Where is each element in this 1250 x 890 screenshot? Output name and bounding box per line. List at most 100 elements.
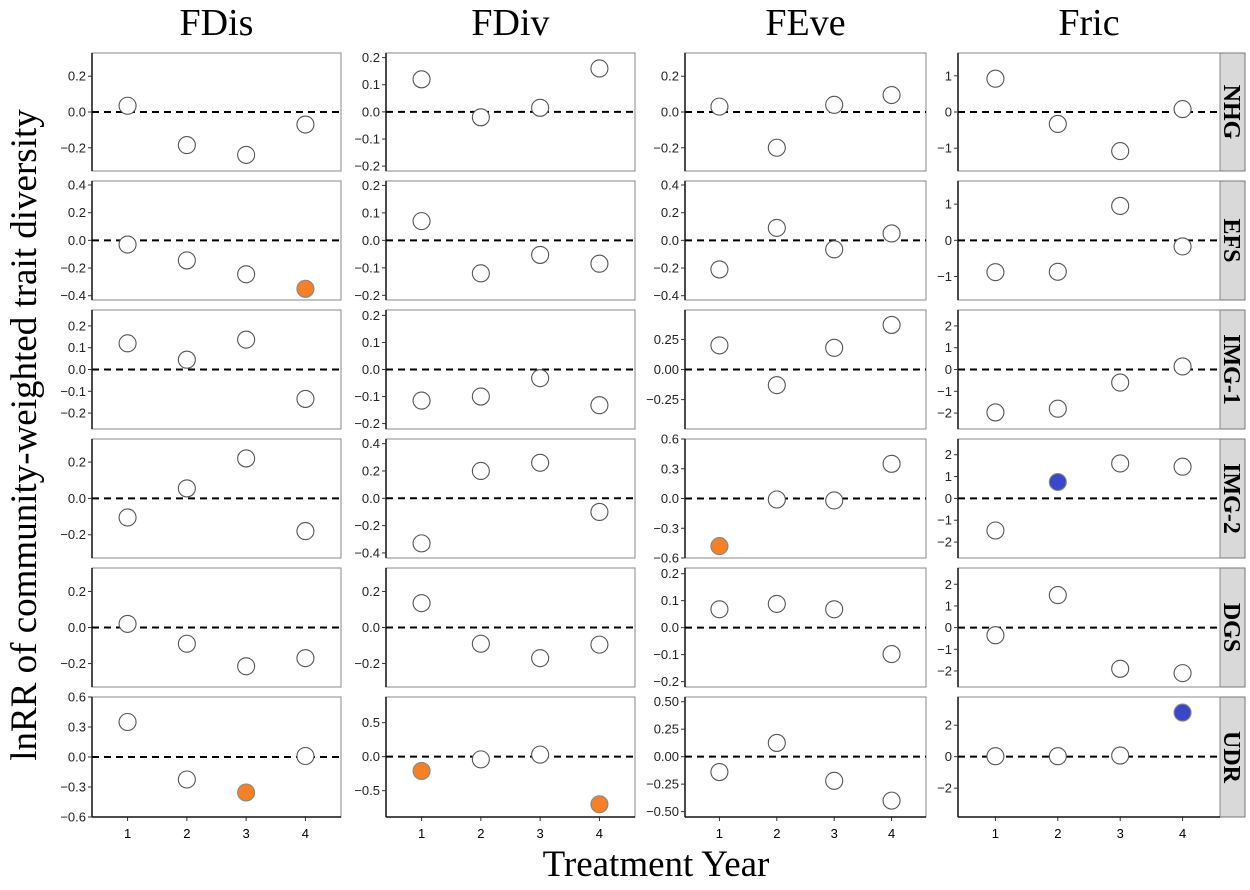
- data-point: [1173, 357, 1192, 376]
- data-point: [296, 115, 315, 134]
- y-tick-label: 0.4: [661, 178, 679, 193]
- data-point-significant-negative: [710, 537, 729, 556]
- data-point: [1111, 142, 1130, 161]
- y-tick-label: 0.0: [661, 491, 679, 506]
- y-tick-label: −0.1: [354, 260, 380, 275]
- data-point: [531, 369, 550, 388]
- data-point: [1048, 747, 1067, 766]
- y-tick-label: −1: [937, 642, 952, 657]
- y-tick-label: 2: [945, 447, 952, 462]
- data-point-significant-negative: [237, 783, 256, 802]
- facet-strip-label: EFS: [1218, 218, 1244, 262]
- y-tick-label: 1: [945, 197, 952, 212]
- y-tick-label: 0.0: [68, 362, 86, 377]
- panel-fdiv-efs: 0.2 0.1 0.0 −0.1 −0.2: [354, 178, 636, 303]
- y-tick-label: 0.4: [68, 178, 86, 193]
- y-tick-label: −2: [937, 535, 952, 550]
- data-point: [118, 334, 137, 353]
- y-tick-label: 0.2: [362, 463, 380, 478]
- panel-fdiv-dgs: 0.2 0.0 −0.2: [354, 567, 636, 688]
- facet-strip-label: UDR: [1218, 731, 1244, 784]
- column-title: Fric: [1058, 2, 1119, 44]
- data-point-significant-positive: [1173, 703, 1192, 722]
- panel-feve-nhg: 0.2 0.0 −0.2: [653, 52, 927, 172]
- panel-fric-img-2: 2 1 0 −1 −2: [937, 438, 1221, 559]
- y-tick-label: −0.4: [354, 545, 380, 560]
- y-tick-label: 0.00: [654, 362, 679, 377]
- data-point: [471, 461, 490, 481]
- y-tick-label: 0.0: [362, 233, 380, 248]
- facet-strip-label: NHG: [1218, 85, 1244, 140]
- y-tick-label: −0.5: [354, 783, 380, 798]
- y-tick-label: −0.1: [60, 384, 86, 399]
- x-tick-label: 3: [537, 826, 544, 841]
- panel-fric-dgs: 2 1 0 −1 −2: [937, 567, 1221, 688]
- column-title: FEve: [765, 2, 845, 44]
- data-point: [531, 453, 550, 472]
- data-point: [825, 95, 844, 114]
- y-tick-label: 0.4: [362, 436, 380, 451]
- column-title: FDiv: [471, 2, 549, 44]
- y-tick-label: −2: [937, 781, 952, 796]
- data-point: [296, 746, 315, 766]
- data-point: [1048, 399, 1067, 418]
- data-point: [412, 212, 431, 231]
- data-point: [767, 376, 786, 395]
- y-tick-label: −0.4: [653, 288, 679, 303]
- y-tick-label: 0.1: [68, 340, 86, 355]
- y-axis-title: lnRR of community-weighted trait diversi…: [4, 109, 45, 761]
- data-point: [471, 108, 490, 127]
- y-tick-label: −0.1: [354, 389, 380, 404]
- y-tick-label: −0.2: [60, 527, 86, 542]
- y-tick-label: −0.2: [354, 656, 380, 671]
- data-point: [882, 791, 901, 810]
- data-point: [1173, 457, 1192, 476]
- x-tick-label: 4: [596, 826, 603, 841]
- data-point: [177, 251, 196, 270]
- data-point: [531, 649, 550, 668]
- y-tick-label: −0.2: [354, 288, 380, 303]
- data-point: [767, 490, 786, 509]
- panel-fdiv-udr: 0.5 0.0 −0.5: [354, 696, 636, 818]
- data-point: [296, 649, 315, 668]
- x-tick-label: 3: [243, 826, 250, 841]
- y-tick-label: 2: [945, 718, 952, 733]
- y-tick-label: 0: [945, 620, 952, 635]
- x-tick-label: 4: [888, 826, 895, 841]
- y-tick-label: −0.50: [646, 804, 679, 819]
- data-point: [296, 522, 315, 541]
- x-tick-label: 2: [773, 826, 780, 841]
- data-point: [237, 330, 256, 349]
- y-tick-label: 2: [945, 318, 952, 333]
- y-tick-label: 0.2: [68, 69, 86, 84]
- data-point: [882, 315, 901, 334]
- data-point: [986, 747, 1005, 766]
- data-point: [710, 97, 729, 116]
- x-tick-label: 2: [1054, 826, 1061, 841]
- facet-strip: [1219, 696, 1246, 818]
- x-tick-label: 1: [418, 826, 425, 841]
- y-tick-label: −0.2: [354, 518, 380, 533]
- y-tick-label: −0.2: [653, 674, 679, 689]
- panel-fric-efs: 1 0 −1: [937, 180, 1221, 301]
- facet-strip: [1219, 52, 1246, 172]
- panel-fdiv-img-2: 0.4 0.2 0.0 −0.2 −0.4: [354, 436, 636, 560]
- y-tick-label: −1: [937, 513, 952, 528]
- y-tick-label: −0.1: [653, 647, 679, 662]
- data-point: [710, 336, 729, 355]
- y-tick-label: −1: [937, 141, 952, 156]
- y-tick-label: 1: [945, 68, 952, 83]
- data-point: [590, 635, 609, 654]
- data-point: [767, 138, 786, 157]
- y-tick-label: 2: [945, 577, 952, 592]
- data-point: [1048, 114, 1067, 133]
- data-point: [1111, 454, 1130, 473]
- data-point-significant-negative: [590, 795, 609, 814]
- panel-fdis-efs: 0.4 0.2 0.0 −0.2 −0.4: [60, 178, 342, 303]
- x-tick-label: 4: [1179, 826, 1186, 841]
- y-tick-label: 0.2: [362, 308, 380, 323]
- data-point: [177, 634, 196, 653]
- data-point: [1048, 262, 1067, 281]
- y-tick-label: 0.2: [661, 566, 679, 581]
